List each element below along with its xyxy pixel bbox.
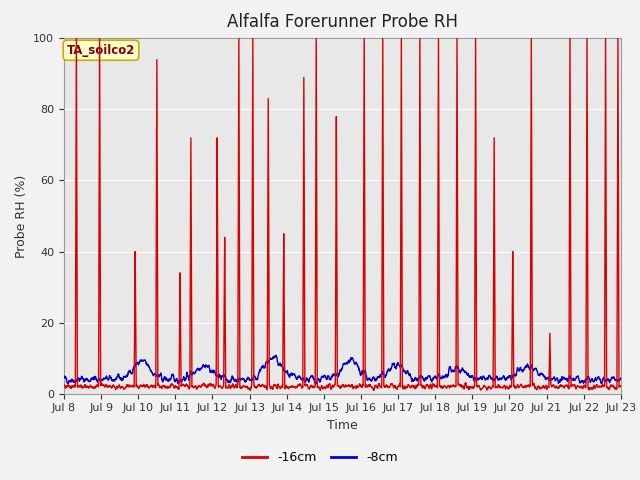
Y-axis label: Probe RH (%): Probe RH (%) bbox=[15, 174, 28, 258]
Text: TA_soilco2: TA_soilco2 bbox=[67, 44, 135, 57]
Legend: -16cm, -8cm: -16cm, -8cm bbox=[237, 446, 403, 469]
X-axis label: Time: Time bbox=[327, 419, 358, 432]
Title: Alfalfa Forerunner Probe RH: Alfalfa Forerunner Probe RH bbox=[227, 13, 458, 31]
